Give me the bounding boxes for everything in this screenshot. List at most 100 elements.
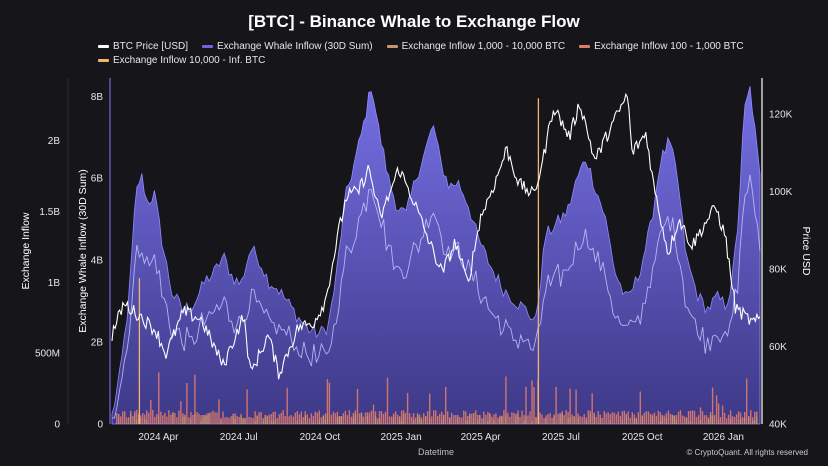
inflow-100-bar (461, 417, 463, 424)
inflow-100-bar (290, 415, 292, 424)
btc-price-series (111, 92, 761, 380)
inflow-1000-bar (505, 415, 507, 424)
inflow-1000-bar (489, 413, 491, 424)
legend-item-btc-price[interactable]: BTC Price [USD] (98, 40, 188, 54)
inflow-100-bar (158, 372, 160, 424)
x-tick-label: 2025 Jan (381, 432, 422, 443)
legend-swatch-whale-inflow (202, 44, 214, 48)
inflow-100-bar (727, 414, 730, 424)
inflow-100-bar (463, 410, 465, 424)
inflow-100-bar (306, 414, 308, 424)
inflow-100-bar (388, 416, 391, 424)
inflow-1000-bar (625, 415, 627, 424)
inflow-1000-bar (398, 418, 401, 424)
inflow-100-bar (272, 412, 274, 424)
inflow-100-bar (637, 412, 639, 424)
inflow-100-bar (455, 414, 457, 424)
inflow-100-bar (435, 410, 437, 424)
inflow-100-bar (410, 416, 413, 424)
inflow-1000-bar (739, 419, 742, 424)
inflow-1000-bar (487, 420, 489, 424)
inflow-1000-bar (234, 418, 236, 424)
inflow-100-bar (250, 417, 252, 424)
inflow-100-bar (386, 377, 389, 424)
inflow-100-bar (270, 414, 272, 424)
legend-item-inflow-10000[interactable]: Exchange Inflow 10,000 - Inf. BTC (98, 54, 265, 68)
inflow-1000-bar (264, 414, 266, 424)
inflow-1000-bar (182, 416, 184, 424)
inflow-1000-bar (535, 417, 537, 424)
inflow-1000-bar (416, 413, 419, 424)
inflow-100-bar (222, 411, 224, 424)
inflow-100-bar (742, 417, 744, 424)
inflow-100-bar (583, 414, 585, 424)
inflow-1000-bar (172, 412, 174, 424)
inflow-1000-bar (675, 419, 678, 424)
inflow-1000-bar (220, 420, 222, 424)
inflow-100-bar (246, 389, 248, 424)
legend-label-inflow-1000: Exchange Inflow 1,000 - 10,000 BTC (401, 41, 566, 52)
inflow-100-bar (447, 411, 449, 424)
inflow-100-bar (697, 415, 700, 424)
inflow-1000-bar (338, 416, 341, 424)
inflow-1000-bar (266, 416, 268, 424)
inflow-100-bar (677, 411, 680, 424)
inflow-100-bar (493, 414, 495, 424)
inflow-1000-bar (573, 416, 575, 424)
legend-item-whale-inflow[interactable]: Exchange Whale Inflow (30D Sum) (202, 40, 373, 54)
inflow-100-bar (487, 411, 489, 424)
inflow-1000-bar (200, 420, 202, 424)
legend-item-inflow-100[interactable]: Exchange Inflow 100 - 1,000 BTC (579, 40, 744, 54)
inflow-100-bar (737, 411, 740, 424)
inflow-100-bar (344, 410, 347, 424)
inflow-100-bar (160, 411, 162, 424)
x-tick-label: 2026 Jan (703, 432, 744, 443)
inflow-100-bar (372, 404, 375, 424)
inflow-100-bar (176, 417, 178, 424)
inflow-1000-bar (659, 421, 662, 424)
x-tick-label: 2024 Oct (300, 432, 341, 443)
inflow-100-bar (180, 401, 182, 424)
footer-credit: © CryptoQuant. All rights reserved (686, 448, 809, 457)
legend-swatch-inflow-1000 (386, 44, 398, 48)
inflow-100-bar (394, 411, 397, 424)
y-inner-tick-label: 6B (91, 174, 104, 185)
inflow-100-bar (597, 411, 599, 424)
inflow-1000-bar (589, 414, 591, 424)
inflow-1000-bar (270, 420, 272, 424)
inflow-1000-bar (499, 416, 501, 424)
inflow-100-bar (477, 415, 479, 424)
x-label: Datetime (418, 447, 454, 457)
inflow-100-bar (581, 416, 583, 424)
inflow-100-bar (551, 417, 553, 424)
inflow-100-bar (218, 399, 220, 424)
inflow-100-bar (465, 411, 467, 424)
inflow-100-bar (725, 418, 728, 424)
inflow-100-bar (533, 387, 535, 424)
inflow-100-bar (669, 413, 672, 424)
inflow-1000-bar (322, 415, 324, 424)
inflow-100-bar (739, 412, 742, 424)
inflow-100-bar (433, 410, 435, 424)
inflow-100-bar (282, 410, 284, 424)
inflow-100-bar (268, 414, 270, 424)
inflow-100-bar (376, 418, 379, 424)
inflow-1000-bar (449, 417, 451, 424)
inflow-1000-bar (336, 416, 339, 424)
inflow-100-bar (200, 415, 202, 424)
inflow-100-bar (429, 393, 431, 424)
x-tick-label: 2025 Apr (461, 432, 502, 443)
inflow-100-bar (334, 413, 337, 424)
inflow-1000-bar (567, 418, 569, 424)
y-inner-tick-label: 2B (91, 338, 104, 349)
legend: BTC Price [USD] Exchange Whale Inflow (3… (98, 40, 798, 68)
inflow-100-bar (362, 416, 365, 424)
legend-item-inflow-1000[interactable]: Exchange Inflow 1,000 - 10,000 BTC (386, 40, 566, 54)
inflow-1000-bar (465, 420, 467, 424)
inflow-1000-bar (318, 419, 320, 424)
y-outer-tick-label: 0 (54, 420, 60, 431)
inflow-1000-bar (392, 416, 395, 424)
inflow-100-bar (746, 378, 748, 424)
inflow-100-bar (326, 379, 329, 424)
